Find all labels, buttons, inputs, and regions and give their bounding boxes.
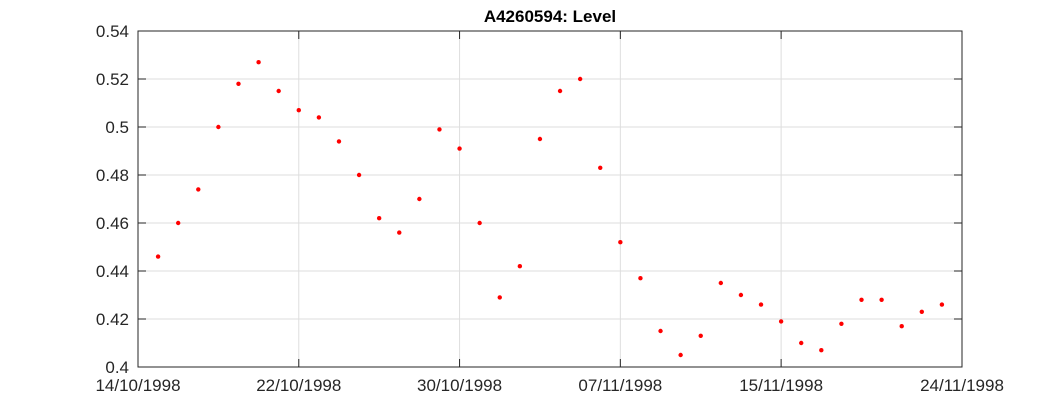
y-tick-label: 0.46 (96, 214, 129, 233)
x-tick-label: 14/10/1998 (95, 376, 180, 395)
data-point (557, 88, 563, 94)
data-point (296, 108, 301, 113)
y-tick-label: 0.4 (105, 358, 129, 377)
data-point (939, 302, 945, 307)
y-tick-label: 0.44 (96, 262, 129, 281)
axes-box (137, 30, 963, 368)
data-point (256, 60, 261, 65)
data-point (577, 76, 583, 82)
x-tick-label: 30/10/1998 (417, 376, 502, 395)
data-point (839, 321, 844, 326)
y-tick-label: 0.52 (96, 70, 129, 89)
x-tick-label: 15/11/1998 (739, 376, 823, 395)
data-point (879, 297, 884, 302)
data-point (336, 139, 342, 144)
data-point (698, 333, 703, 338)
data-point (738, 292, 744, 298)
y-axis-tick-labels: 0.4 0.42 0.44 0.46 0.48 0.5 0.52 0.54 (96, 22, 129, 377)
data-point (457, 146, 462, 151)
y-tick-label: 0.5 (105, 118, 129, 137)
data-point (376, 216, 382, 221)
data-point (316, 115, 322, 120)
y-tick-label: 0.54 (96, 22, 129, 41)
data-point (196, 187, 201, 192)
data-point (417, 196, 422, 202)
chart-title: A4260594: Level (484, 7, 616, 26)
plot-area (138, 31, 962, 367)
data-point (758, 302, 764, 307)
data-point (678, 352, 683, 358)
x-tick-label: 24/11/1998 (920, 376, 1004, 395)
data-point (216, 124, 221, 130)
data-point (497, 295, 502, 300)
data-point (618, 240, 623, 245)
data-point (819, 348, 824, 353)
data-point (899, 324, 904, 329)
data-point (276, 88, 281, 94)
data-point (437, 127, 442, 132)
y-tick-label: 0.42 (96, 310, 129, 329)
data-point (859, 297, 864, 302)
x-tick-label: 07/11/1998 (578, 376, 662, 395)
data-point (799, 340, 804, 346)
data-point (236, 81, 241, 87)
data-point (477, 220, 482, 226)
data-point (638, 276, 643, 281)
data-point (155, 254, 161, 259)
x-axis-tick-labels: 14/10/1998 22/10/1998 30/10/1998 07/11/1998… (95, 376, 1003, 395)
data-point (356, 172, 362, 178)
data-point (397, 230, 402, 235)
data-points (155, 60, 945, 358)
data-point (175, 220, 181, 226)
data-point (537, 136, 543, 142)
data-point (919, 309, 925, 314)
x-tick-label: 22/10/1998 (256, 376, 341, 395)
data-point (598, 165, 603, 170)
data-point (778, 319, 784, 324)
data-point (658, 328, 663, 334)
y-tick-label: 0.48 (96, 166, 129, 185)
data-point (718, 280, 724, 286)
data-point (517, 264, 523, 269)
